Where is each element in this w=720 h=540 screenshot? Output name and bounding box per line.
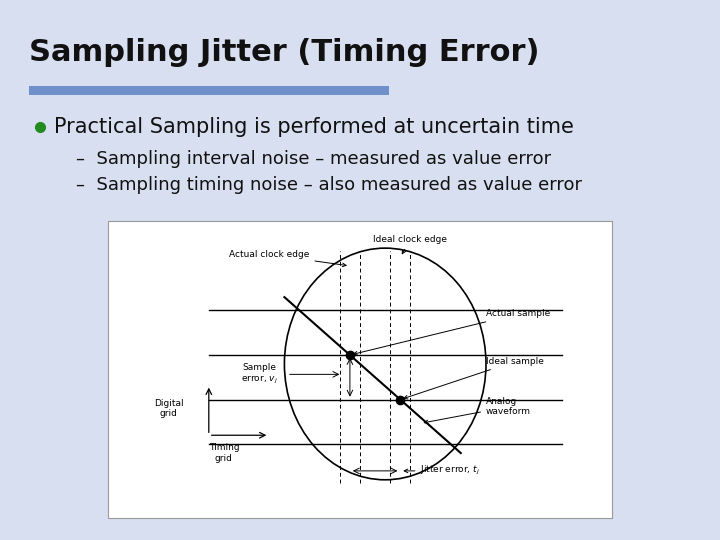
Text: Ideal sample: Ideal sample	[404, 357, 544, 399]
Text: Jitter error, $t_j$: Jitter error, $t_j$	[404, 464, 480, 477]
FancyBboxPatch shape	[108, 221, 612, 518]
Text: –  Sampling interval noise – measured as value error: – Sampling interval noise – measured as …	[76, 150, 551, 168]
Text: –  Sampling timing noise – also measured as value error: – Sampling timing noise – also measured …	[76, 176, 582, 194]
Text: Actual clock edge: Actual clock edge	[229, 250, 346, 267]
Text: Timing
grid: Timing grid	[209, 443, 239, 463]
Text: Analog
waveform: Analog waveform	[424, 397, 531, 424]
Text: Practical Sampling is performed at uncertain time: Practical Sampling is performed at uncer…	[54, 117, 574, 137]
Text: Sample
error, $v_j$: Sample error, $v_j$	[240, 363, 278, 386]
Text: Digital
grid: Digital grid	[153, 399, 184, 418]
Text: Sampling Jitter (Timing Error): Sampling Jitter (Timing Error)	[29, 38, 539, 67]
FancyBboxPatch shape	[29, 86, 389, 94]
Text: Ideal clock edge: Ideal clock edge	[374, 235, 447, 254]
Text: Actual sample: Actual sample	[354, 309, 550, 355]
